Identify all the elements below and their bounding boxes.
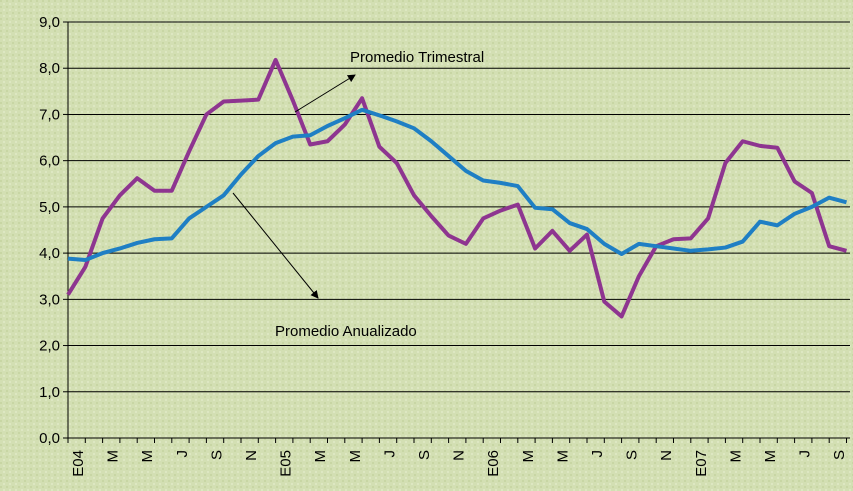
x-tick-label: M bbox=[312, 450, 329, 463]
x-tick-label: M bbox=[347, 450, 364, 463]
y-tick-label: 9,0 bbox=[39, 14, 60, 31]
x-tick-label: N bbox=[243, 450, 260, 461]
y-tick-label: 6,0 bbox=[39, 153, 60, 170]
x-tick-label: J bbox=[797, 450, 814, 458]
x-tick-label: J bbox=[174, 450, 191, 458]
arrow bbox=[294, 74, 356, 113]
x-tick-label: E05 bbox=[278, 450, 295, 477]
x-tick-label: S bbox=[624, 450, 641, 460]
x-tick-label: M bbox=[139, 450, 156, 463]
x-tick-label: E06 bbox=[485, 450, 502, 477]
grid: 0,0 1,0 2,0 3,0 4,0 5,0 6,0 7,0 8,0 9,0 E04 M M J S N E0… bbox=[39, 14, 850, 477]
x-tick-label: E04 bbox=[70, 450, 87, 477]
y-tick-label: 5,0 bbox=[39, 199, 60, 216]
x-tick-label: J bbox=[589, 450, 606, 458]
x-tick-label: J bbox=[381, 450, 398, 458]
x-tick-label: M bbox=[554, 450, 571, 463]
x-tick-label: M bbox=[727, 450, 744, 463]
x-tick-label: N bbox=[451, 450, 468, 461]
y-tick-label: 1,0 bbox=[39, 384, 60, 401]
x-tick-label: S bbox=[416, 450, 433, 460]
y-tick-label: 0,0 bbox=[39, 430, 60, 447]
x-tick-label: S bbox=[831, 450, 848, 460]
y-tick-label: 7,0 bbox=[39, 106, 60, 123]
x-tick-label: S bbox=[208, 450, 225, 460]
x-tick-label: M bbox=[762, 450, 779, 463]
annotation: Promedio Anualizado bbox=[275, 323, 417, 340]
annotation: Promedio Trimestral bbox=[350, 49, 484, 66]
y-tick-label: 2,0 bbox=[39, 338, 60, 355]
x-tick-label: E07 bbox=[693, 450, 710, 477]
x-tick-label: M bbox=[520, 450, 537, 463]
y-tick-label: 4,0 bbox=[39, 245, 60, 262]
x-tick-label: M bbox=[105, 450, 122, 463]
y-tick-label: 8,0 bbox=[39, 60, 60, 77]
line-series bbox=[67, 107, 848, 263]
lines bbox=[66, 57, 848, 319]
x-tick-label: N bbox=[658, 450, 675, 461]
y-tick-label: 3,0 bbox=[39, 291, 60, 308]
line-series bbox=[66, 57, 848, 319]
arrow bbox=[232, 192, 319, 299]
